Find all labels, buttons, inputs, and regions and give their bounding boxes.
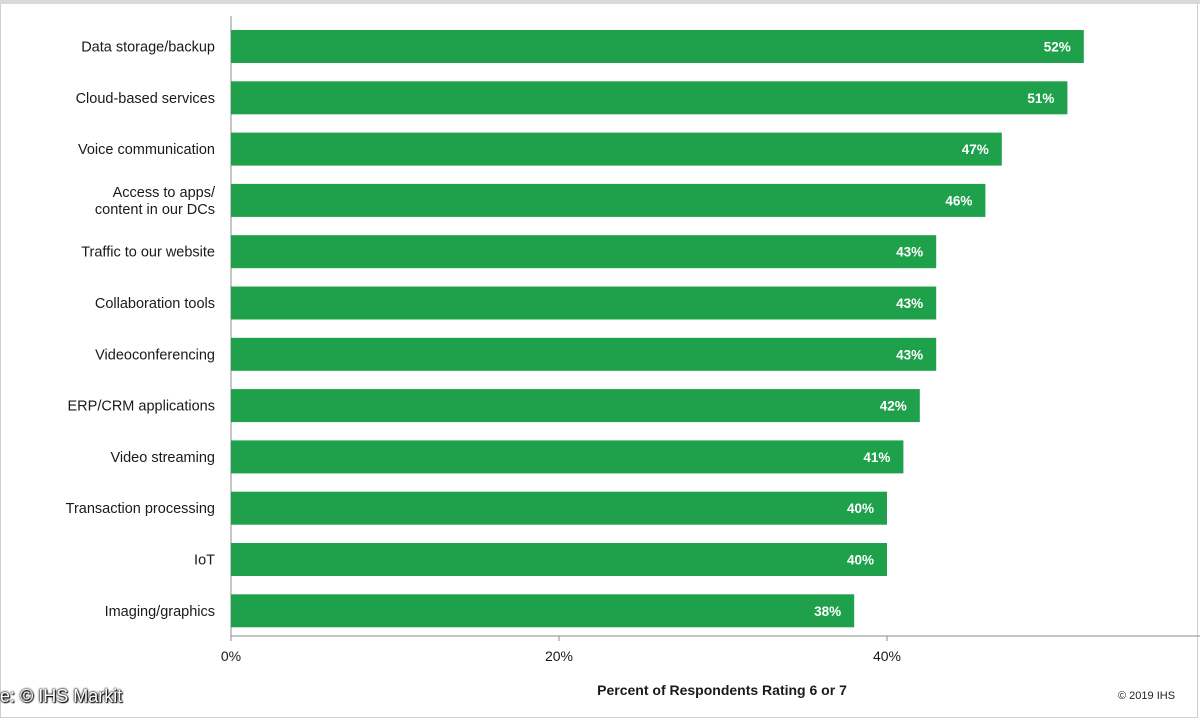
category-label: Cloud-based services [76, 91, 215, 107]
bar-value-label: 43% [896, 347, 923, 362]
bar-value-label: 43% [896, 245, 923, 260]
category-label: Videoconferencing [95, 347, 215, 363]
bar [231, 491, 887, 525]
bar [231, 337, 937, 371]
bar [231, 30, 1084, 63]
category-label: Traffic to our website [81, 245, 215, 261]
x-tick-label: 0% [221, 648, 241, 664]
top-rule [0, 0, 1200, 4]
bar [231, 389, 920, 423]
bar-value-label: 40% [847, 501, 874, 516]
bar [231, 235, 937, 269]
x-axis-title: Percent of Respondents Rating 6 or 7 [597, 682, 847, 698]
bar-value-label: 51% [1027, 91, 1054, 106]
bar [231, 440, 904, 474]
bar-value-label: 43% [896, 296, 923, 311]
category-label: Video streaming [110, 450, 215, 466]
watermark: e: © IHS Markit [0, 686, 122, 707]
source-prefix: e: [0, 686, 16, 706]
x-tick-label: 20% [545, 648, 573, 664]
category-label: IoT [194, 553, 215, 569]
bar [231, 81, 1068, 115]
x-tick-label: 40% [873, 648, 901, 664]
bar-value-label: 52% [1044, 40, 1071, 55]
bar [231, 132, 1002, 166]
bar-value-label: 38% [814, 604, 841, 619]
category-label: Access to apps/content in our DCs [95, 185, 216, 218]
bar-value-label: 40% [847, 553, 874, 568]
bar [231, 183, 986, 217]
bar-value-label: 41% [863, 450, 890, 465]
bar-value-label: 47% [962, 142, 989, 157]
category-label: Data storage/backup [81, 40, 215, 56]
watermark-text: © IHS Markit [20, 686, 123, 706]
category-label: Collaboration tools [95, 296, 215, 312]
category-label: Imaging/graphics [105, 604, 215, 620]
bar [231, 286, 937, 320]
bar-value-label: 42% [880, 399, 907, 414]
copyright-notice: © 2019 IHS [1118, 690, 1176, 702]
category-label: ERP/CRM applications [68, 399, 215, 415]
bar [231, 594, 855, 628]
category-label: Voice communication [78, 142, 215, 158]
bar [231, 543, 887, 576]
bar-value-label: 46% [945, 193, 972, 208]
category-label: Transaction processing [66, 501, 215, 517]
